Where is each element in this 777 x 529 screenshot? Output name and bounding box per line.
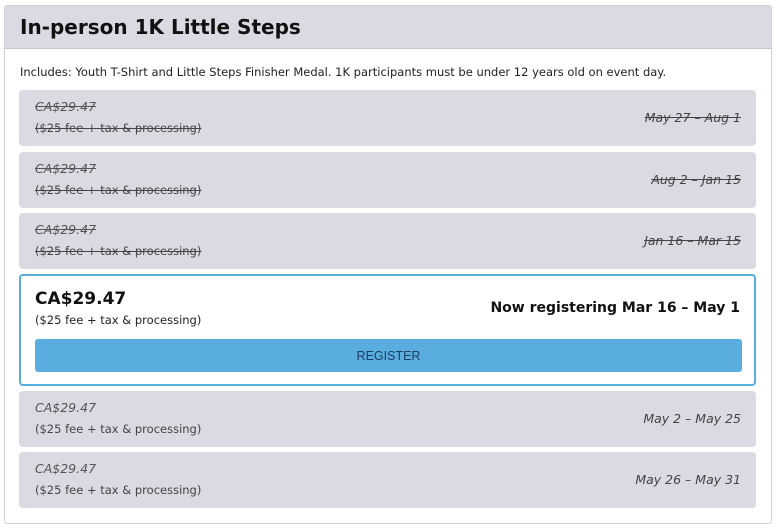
price-tier-past: CA$29.47 ($25 fee + tax & processing) Au… <box>19 152 756 208</box>
tier-price: CA$29.47 <box>35 400 97 415</box>
tier-dates: Aug 2 – Jan 15 <box>651 172 741 187</box>
tier-dates: May 2 – May 25 <box>643 411 741 426</box>
tier-dates: Jan 16 – Mar 15 <box>644 233 741 248</box>
tier-fee: ($25 fee + tax & processing) <box>35 183 202 197</box>
card-header: In-person 1K Little Steps <box>5 6 771 49</box>
tier-price: CA$29.47 <box>35 161 97 176</box>
tier-dates: May 26 – May 31 <box>635 472 741 487</box>
price-tier-future: CA$29.47 ($25 fee + tax & processing) Ma… <box>19 391 756 447</box>
tier-price: CA$29.47 <box>35 289 127 309</box>
tier-fee: ($25 fee + tax & processing) <box>35 121 202 135</box>
description: Includes: Youth T-Shirt and Little Steps… <box>20 65 667 79</box>
tier-fee: ($25 fee + tax & processing) <box>35 483 202 497</box>
ticket-card: In-person 1K Little Steps Includes: Yout… <box>4 5 772 524</box>
price-tier-past: CA$29.47 ($25 fee + tax & processing) Ja… <box>19 213 756 269</box>
price-tier-future: CA$29.47 ($25 fee + tax & processing) Ma… <box>19 452 756 508</box>
tier-dates: May 27 – Aug 1 <box>644 110 741 125</box>
tier-fee: ($25 fee + tax & processing) <box>35 244 202 258</box>
tier-dates: Now registering Mar 16 – May 1 <box>490 300 740 316</box>
tier-fee: ($25 fee + tax & processing) <box>35 313 202 327</box>
price-tier-current: CA$29.47 ($25 fee + tax & processing) No… <box>19 274 756 386</box>
tier-fee: ($25 fee + tax & processing) <box>35 422 202 436</box>
tier-price: CA$29.47 <box>35 222 97 237</box>
tier-price: CA$29.47 <box>35 99 97 114</box>
tier-price: CA$29.47 <box>35 461 97 476</box>
price-tier-past: CA$29.47 ($25 fee + tax & processing) Ma… <box>19 90 756 146</box>
card-title: In-person 1K Little Steps <box>20 15 301 39</box>
register-button[interactable]: REGISTER <box>35 339 742 372</box>
